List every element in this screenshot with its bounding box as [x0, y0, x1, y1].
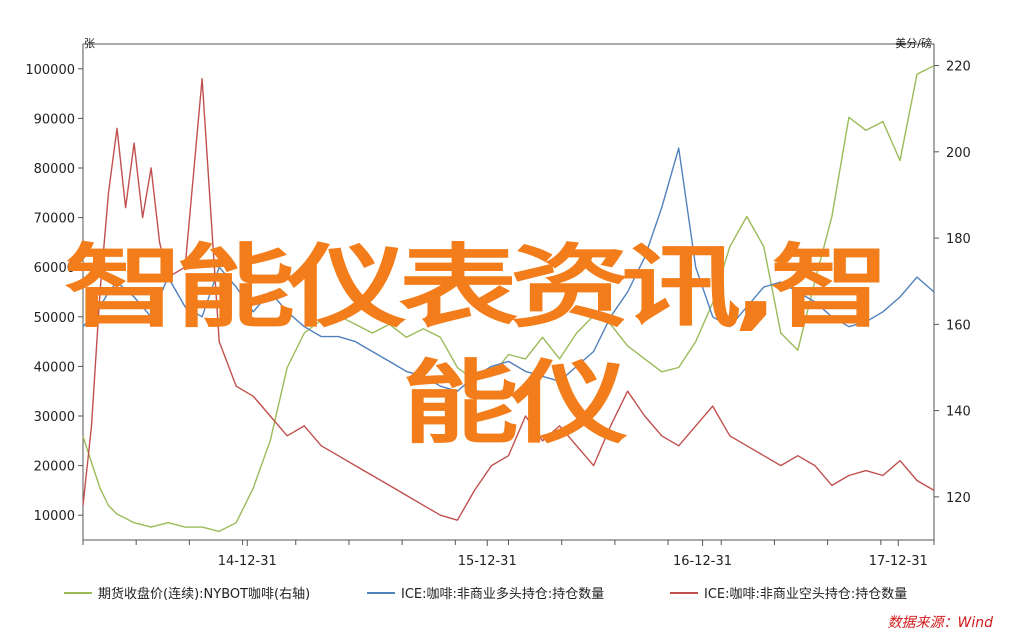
y-left-tick-label: 60000: [34, 261, 75, 276]
y-left-tick-label: 70000: [34, 212, 75, 227]
y-right-tick-label: 160: [946, 318, 971, 333]
series-line-1: [82, 64, 935, 533]
y-right-unit: 美分/磅: [895, 36, 932, 50]
x-tick-label: 16-12-31: [673, 554, 732, 569]
y-left-axis: 10000 20000 30000 40000 50000 60000 70000 80000…: [25, 63, 83, 524]
x-tick-label: 17-12-31: [869, 554, 928, 569]
y-left-tick-label: 40000: [34, 360, 75, 375]
legend-label-2: ICE:咖啡:非商业多头持仓:持仓数量: [401, 586, 604, 602]
y-left-tick-label: 30000: [34, 410, 75, 425]
y-right-tick-label: 180: [946, 232, 971, 247]
x-tick-label: 14-12-31: [218, 554, 277, 569]
y-right-tick-label: 200: [946, 146, 971, 161]
series-line-2: [82, 147, 935, 392]
y-left-tick-label: 90000: [34, 112, 75, 127]
series-lines: [82, 64, 935, 533]
y-left-unit: 张: [84, 37, 95, 50]
y-right-tick-label: 140: [946, 405, 971, 420]
legend: 期货收盘价(连续):NYBOT咖啡(右轴) ICE:咖啡:非商业多头持仓:持仓数…: [64, 586, 907, 602]
x-tick-label: 15-12-31: [458, 554, 517, 569]
series-line-3: [82, 77, 935, 521]
y-right-tick-label: 220: [946, 60, 971, 75]
legend-label-3: ICE:咖啡:非商业空头持仓:持仓数量: [704, 587, 907, 602]
y-left-tick-label: 100000: [25, 63, 75, 78]
y-left-tick-label: 10000: [34, 509, 75, 524]
y-left-tick-label: 50000: [34, 311, 75, 326]
legend-label-1: 期货收盘价(连续):NYBOT咖啡(右轴): [98, 586, 310, 602]
overlay-title-line1: 智能仪表资讯,智: [64, 235, 882, 340]
source-label: 数据来源：Wind: [888, 615, 994, 631]
y-right-tick-label: 120: [946, 491, 971, 506]
y-left-tick-label: 20000: [34, 460, 75, 475]
y-left-tick-label: 80000: [34, 162, 75, 177]
overlay-title-line2: 能仪: [402, 351, 628, 456]
y-right-axis: 120 140 160 180 200 220: [934, 60, 971, 506]
x-axis: 14-12-31 15-12-31 16-12-31 17-12-31: [82, 540, 935, 569]
